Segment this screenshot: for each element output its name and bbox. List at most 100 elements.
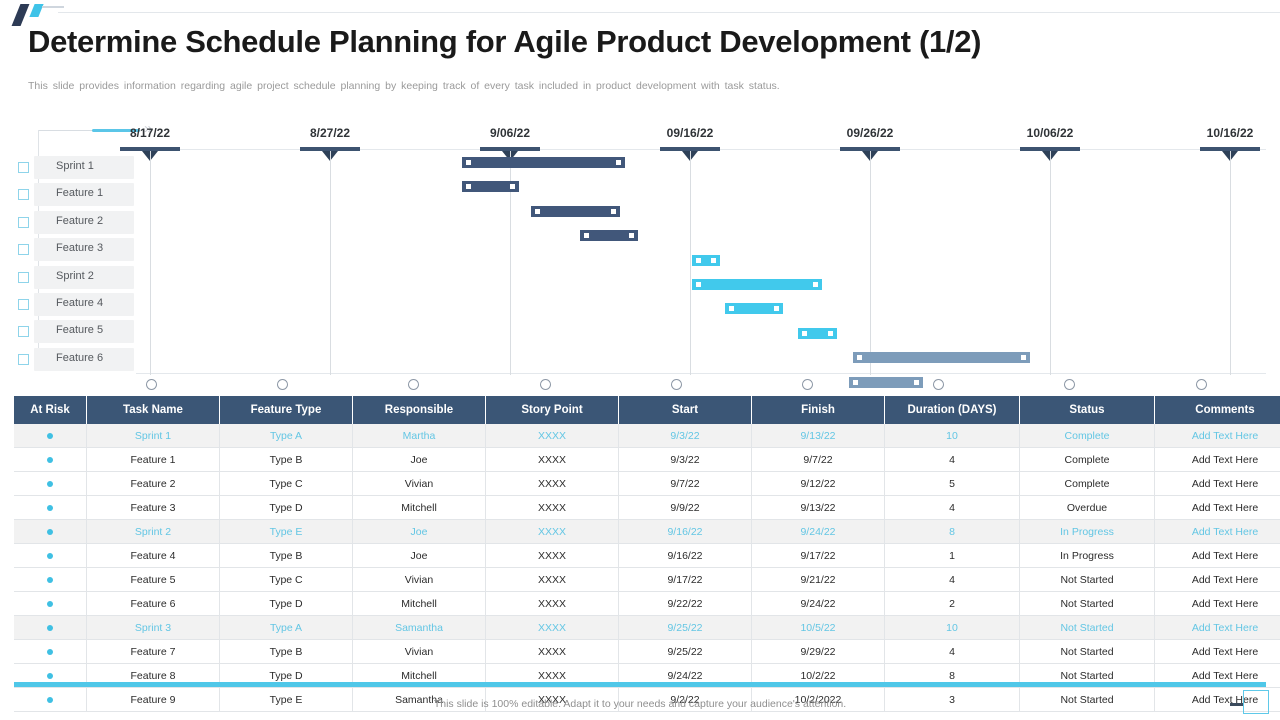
gantt-row-feature-6[interactable]: Feature 6 [18, 347, 134, 371]
gantt-row-sprint-1[interactable]: Sprint 1 [18, 156, 134, 179]
bar-handle-start[interactable] [695, 281, 702, 288]
bar-handle-start[interactable] [465, 159, 472, 166]
bar-handle-end[interactable] [610, 207, 617, 215]
bar-handle-end[interactable] [812, 281, 819, 288]
cell-story-point: XXXX [485, 495, 619, 520]
cell-story-point: XXXX [485, 591, 619, 616]
gantt-axis-marker[interactable] [539, 379, 551, 390]
gantt-gridline [1050, 151, 1051, 375]
gantt-task-bar[interactable] [725, 303, 783, 315]
column-header-duration-days[interactable]: Duration (DAYS) [884, 396, 1020, 424]
table-row[interactable]: Feature 7 Type B Vivian XXXX 9/25/22 9/29/22 4… [14, 639, 1280, 664]
bar-handle-start[interactable] [583, 232, 590, 240]
gantt-axis-marker[interactable] [802, 379, 813, 390]
gantt-row-feature-1[interactable]: Feature 1 [18, 183, 134, 207]
table-row[interactable]: Feature 2 Type C Vivian XXXX 9/7/22 9/12/22 5 C… [14, 471, 1280, 496]
cell-at-risk [14, 543, 87, 568]
bar-handle-start[interactable] [728, 305, 735, 313]
gantt-axis-marker[interactable] [933, 379, 945, 390]
column-header-task-name[interactable]: Task Name [86, 396, 220, 424]
bar-handle-start[interactable] [695, 256, 702, 264]
bar-handle-start[interactable] [465, 183, 472, 191]
checkbox-icon[interactable] [18, 189, 29, 201]
bar-handle-start[interactable] [852, 378, 859, 386]
table-body: Sprint 1 Type A Martha XXXX 9/3/22 9/13/22 10 C… [14, 424, 1280, 712]
brand-logo [6, 2, 64, 28]
bar-handle-end[interactable] [615, 159, 622, 166]
gantt-row-feature-4[interactable]: Feature 4 [18, 293, 134, 316]
cell-comments: Add Text Here [1154, 424, 1280, 448]
checkbox-icon[interactable] [18, 353, 29, 365]
cell-task: Feature 6 [86, 591, 220, 616]
bar-handle-start[interactable] [801, 329, 808, 337]
gantt-axis-marker[interactable] [1195, 379, 1207, 390]
gantt-task-bar[interactable] [462, 157, 625, 168]
gantt-date-tick: 8/17/22 [129, 126, 171, 140]
checkbox-icon[interactable] [18, 244, 29, 256]
gantt-axis-marker[interactable] [146, 379, 157, 390]
column-header-responsible[interactable]: Responsible [352, 396, 486, 424]
gantt-row-label: Feature 4 [56, 297, 104, 309]
column-header-story-point[interactable]: Story Point [485, 396, 619, 424]
bar-handle-end[interactable] [827, 329, 834, 337]
gantt-axis-marker[interactable] [670, 379, 682, 390]
cell-duration: 10 [884, 424, 1020, 448]
gantt-toolbar-slider[interactable] [92, 129, 140, 132]
checkbox-icon[interactable] [18, 326, 29, 338]
column-header-start[interactable]: Start [618, 396, 752, 424]
gantt-row-feature-5[interactable]: Feature 5 [18, 320, 134, 344]
cell-at-risk [14, 639, 87, 664]
table-row[interactable]: Feature 4 Type B Joe XXXX 9/16/22 9/17/22 1 In … [14, 543, 1280, 568]
bar-handle-start[interactable] [856, 354, 863, 362]
bar-handle-end[interactable] [628, 232, 635, 240]
cell-at-risk [14, 615, 87, 640]
gantt-row-feature-3[interactable]: Feature 3 [18, 238, 134, 262]
column-header-comments[interactable]: Comments [1154, 396, 1280, 424]
table-row[interactable]: Sprint 2 Type E Joe XXXX 9/16/22 9/24/22 8 In P… [14, 519, 1280, 544]
cell-finish: 9/29/22 [751, 639, 885, 664]
gantt-task-bar[interactable] [798, 327, 837, 339]
column-header-status[interactable]: Status [1019, 396, 1155, 424]
cell-story-point: XXXX [485, 447, 619, 472]
cell-task: Sprint 3 [86, 615, 220, 640]
table-row[interactable]: Feature 1 Type B Joe XXXX 9/3/22 9/7/22 4 Compl… [14, 447, 1280, 472]
table-row[interactable]: Feature 5 Type C Vivian XXXX 9/17/22 9/21/22 4… [14, 567, 1280, 592]
checkbox-icon[interactable] [18, 271, 29, 283]
table-row[interactable]: Sprint 3 Type A Samantha XXXX 9/25/22 10/5/22… [14, 615, 1280, 640]
gantt-task-bar[interactable] [692, 279, 822, 290]
gantt-row-sprint-2[interactable]: Sprint 2 [18, 265, 134, 289]
bar-handle-end[interactable] [773, 305, 780, 313]
checkbox-icon[interactable] [18, 162, 29, 173]
gantt-task-bar[interactable] [531, 205, 620, 217]
column-header-feature-type[interactable]: Feature Type [219, 396, 353, 424]
bar-handle-end[interactable] [1020, 354, 1027, 362]
table-row[interactable]: Sprint 1 Type A Martha XXXX 9/3/22 9/13/22 10 C… [14, 424, 1280, 448]
bar-handle-end[interactable] [913, 378, 920, 386]
gantt-date-tick: 09/16/22 [666, 126, 714, 140]
chevron-right-icon[interactable]: » [144, 120, 153, 137]
resize-handle-icon[interactable] [1243, 690, 1269, 714]
cell-status: Complete [1019, 447, 1155, 472]
gantt-axis-marker[interactable] [1064, 379, 1076, 390]
gantt-task-bar[interactable] [692, 254, 720, 266]
cell-responsible: Martha [352, 424, 486, 448]
cell-start: 9/22/22 [618, 591, 752, 616]
bar-handle-end[interactable] [710, 256, 717, 264]
gantt-task-bar[interactable] [580, 230, 638, 242]
gantt-task-bar[interactable] [853, 352, 1030, 364]
gantt-task-bar[interactable] [849, 376, 923, 388]
gantt-axis-marker[interactable] [408, 379, 420, 390]
table-row[interactable]: Feature 9 Type E Samantha XXXX 9/2/22 10/2/20… [14, 687, 1280, 712]
table-row[interactable]: Feature 3 Type D Mitchell XXXX 9/9/22 9/13/22… [14, 495, 1280, 520]
checkbox-icon[interactable] [18, 216, 29, 228]
gantt-row-feature-2[interactable]: Feature 2 [18, 210, 134, 234]
table-row[interactable]: Feature 6 Type D Mitchell XXXX 9/22/22 9/24/2… [14, 591, 1280, 616]
bar-handle-end[interactable] [509, 183, 516, 191]
cell-finish: 9/7/22 [751, 447, 885, 472]
gantt-axis-marker[interactable] [277, 379, 289, 390]
gantt-task-bar[interactable] [462, 181, 519, 193]
bar-handle-start[interactable] [534, 207, 541, 215]
checkbox-icon[interactable] [18, 299, 29, 310]
column-header-at-risk[interactable]: At Risk [14, 396, 87, 424]
column-header-finish[interactable]: Finish [751, 396, 885, 424]
